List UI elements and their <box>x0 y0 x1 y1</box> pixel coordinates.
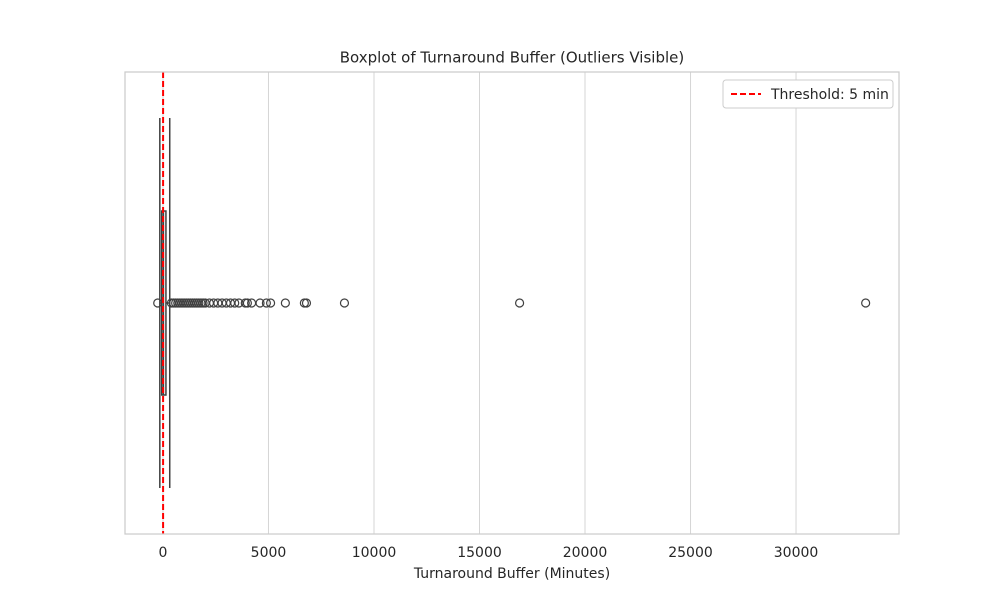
legend-label: Threshold: 5 min <box>770 87 889 103</box>
outlier <box>242 298 252 308</box>
outlier <box>230 298 240 308</box>
x-tick-label: 20000 <box>563 545 608 561</box>
legend-box <box>722 79 894 109</box>
x-tick-label: 30000 <box>774 545 819 561</box>
outlier <box>861 298 871 308</box>
x-axis-label: Turnaround Buffer (Minutes) <box>413 566 610 582</box>
outlier <box>153 298 163 308</box>
x-tick-label: 25000 <box>668 545 713 561</box>
plot-frame <box>124 71 900 535</box>
outlier <box>514 298 525 308</box>
x-tick-label: 15000 <box>457 545 502 561</box>
outlier <box>339 298 350 308</box>
outlier <box>255 298 265 308</box>
outlier <box>280 298 290 308</box>
outlier <box>265 298 276 308</box>
outlier <box>261 298 271 308</box>
outlier <box>301 298 312 308</box>
x-tick-label: 0 <box>159 545 168 561</box>
chart-title: Boxplot of Turnaround Buffer (Outliers V… <box>340 49 684 67</box>
x-tick-label: 10000 <box>352 545 397 561</box>
x-tick-label: 5000 <box>251 545 287 561</box>
